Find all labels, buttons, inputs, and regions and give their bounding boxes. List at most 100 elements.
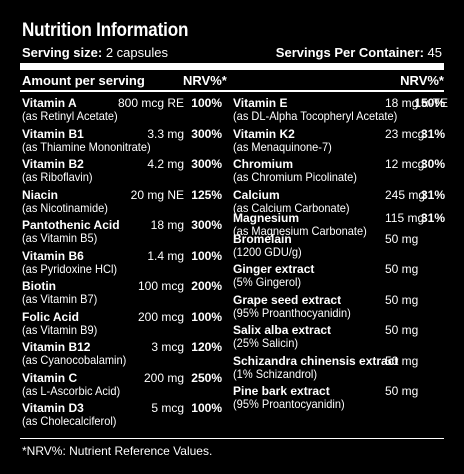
nutrient-amount: 4.2 mg <box>147 157 184 171</box>
nutrient-source: (as Riboflavin) <box>22 170 93 184</box>
nutrient-row: Vitamin B12 (as Cyanocobalamin) 3 mcg 120% <box>22 341 222 372</box>
nutrient-amount: 50 mg <box>385 292 419 307</box>
nutrient-row: Vitamin A (as Retinyl Acetate) 800 mcg RE 1… <box>22 97 222 128</box>
nutrient-amount: 50 mg <box>385 262 419 276</box>
nutrient-source: (as Cholecalciferol) <box>22 414 117 428</box>
nutrient-source: (as Vitamin B5) <box>22 231 98 245</box>
nutrient-name: Grape seed extract <box>233 292 342 307</box>
nrv-footnote: *NRV%: Nutrient Reference Values. <box>22 444 213 458</box>
nutrient-amount: 115 mg <box>385 210 425 225</box>
nutrient-amount: 3.3 mg <box>147 126 184 141</box>
nutrient-nrv: 31% <box>420 126 445 141</box>
nutrient-amount: 18 mg α-TE <box>385 96 448 110</box>
nutrient-amount: 200 mg <box>143 370 184 385</box>
nutrient-row: Salix alba extract (25% Salicin) 50 mg <box>233 324 445 355</box>
nutrient-source: (25% Salicin) <box>233 336 299 350</box>
nutrient-name: Folic Acid <box>22 309 79 324</box>
nutrient-source: (as Cyanocobalamin) <box>22 353 127 367</box>
nutrient-row: Niacin (as Nicotinamide) 20 mg NE 125% <box>22 187 222 220</box>
nutrient-name: Vitamin B1 <box>22 126 84 141</box>
nutrient-name: Schizandra chinensis extract <box>233 353 399 368</box>
panel-title: Nutrition Information <box>22 20 189 41</box>
nutrient-row: Chromium (as Chromium Picolinate) 12 mcg 30… <box>233 158 445 189</box>
nutrient-row: Folic Acid (as Vitamin B9) 200 mcg 100% <box>22 309 222 342</box>
nutrient-row: Vitamin C (as L-Ascorbic Acid) 200 mg 250% <box>22 370 222 403</box>
nutrient-nrv: 30% <box>420 157 445 171</box>
serving-size: Serving size: 2 capsules <box>22 45 168 60</box>
footer-divider <box>20 438 444 439</box>
amount-per-serving-header: Amount per serving <box>22 73 145 88</box>
nutrient-name: Vitamin B6 <box>22 248 84 263</box>
nutrient-nrv: 31% <box>420 187 445 202</box>
serving-size-value: 2 capsules <box>105 45 168 60</box>
nutrient-nrv: 300% <box>191 126 222 141</box>
nutrient-name: Biotin <box>22 279 56 293</box>
nutrient-source: (5% Gingerol) <box>233 275 302 289</box>
nutrient-name: Chromium <box>233 157 293 171</box>
nutrient-row: Pantothenic Acid (as Vitamin B5) 18 mg 300% <box>22 219 222 250</box>
nutrient-amount: 23 mcg <box>385 126 425 141</box>
serving-size-label: Serving size: <box>22 45 103 60</box>
nutrient-amount: 5 mcg <box>151 401 184 415</box>
nutrient-row: Magnesium (as Magnesium Carbonate) 115 mg 3… <box>233 210 445 237</box>
nutrient-source: (as Vitamin B7) <box>22 292 98 306</box>
nutrient-source: (as DL-Alpha Tocopheryl Acetate) <box>233 109 398 123</box>
nutrient-amount: 3 mcg <box>151 340 184 354</box>
nutrient-amount: 50 mg <box>385 231 419 246</box>
nutrient-source: (as Pyridoxine HCl) <box>22 261 118 276</box>
servings-per-container-label: Servings Per Container: <box>275 45 424 60</box>
nutrient-source: (as Magnesium Carbonate) <box>233 223 367 238</box>
nutrient-row: Vitamin B1 (as Thiamine Mononitrate) 3.3 m… <box>22 126 222 159</box>
nutrient-name: Vitamin B12 <box>22 340 91 354</box>
nutrient-source: (95% Proanthocyanidin) <box>233 305 351 320</box>
nutrient-row: Vitamin B2 (as Riboflavin) 4.2 mg 300% <box>22 158 222 189</box>
nutrient-name: Vitamin C <box>22 370 78 385</box>
servings-per-container-value: 45 <box>427 45 442 60</box>
nutrient-amount: 245 mg <box>385 187 426 202</box>
thick-divider <box>20 63 444 70</box>
nutrient-name: Salix alba extract <box>233 323 332 337</box>
nutrient-row: Biotin (as Vitamin B7) 100 mcg 200% <box>22 280 222 311</box>
nutrient-nrv: 100% <box>191 401 222 415</box>
nutrient-source: (as Thiamine Mononitrate) <box>22 139 151 154</box>
nutrient-row: Calcium (as Calcium Carbonate) 245 mg 31% <box>233 187 445 215</box>
nutrient-nrv: 31% <box>420 210 445 225</box>
nutrient-nrv: 300% <box>191 218 222 232</box>
nutrient-row: Ginger extract (5% Gingerol) 50 mg <box>233 263 445 294</box>
nutrient-source: (1% Schizandrol) <box>233 366 318 381</box>
nutrient-nrv: 120% <box>191 340 222 354</box>
nutrient-source: (as L-Ascorbic Acid) <box>22 383 121 398</box>
nutrient-name: Pantothenic Acid <box>22 218 120 232</box>
nutrient-row: Bromelain (1200 GDU/g) 50 mg <box>233 231 445 264</box>
nutrient-amount: 50 mg <box>385 323 419 337</box>
nutrient-nrv: 150% <box>414 96 445 110</box>
nutrient-name: Bromelain <box>233 231 292 246</box>
nutrient-name: Vitamin E <box>233 96 288 110</box>
servings-per-container: Servings Per Container: 45 <box>276 45 442 60</box>
nutrient-amount: 800 mcg RE <box>117 96 184 110</box>
nutrient-nrv: 100% <box>191 309 222 324</box>
nutrient-name: Ginger extract <box>233 262 315 276</box>
nutrient-amount: 200 mcg <box>137 309 184 324</box>
nutrient-name: Vitamin A <box>22 96 77 110</box>
nutrient-amount: 12 mcg <box>385 157 425 171</box>
nutrient-source: (as Calcium Carbonate) <box>233 200 350 215</box>
nutrient-column-left: Vitamin A (as Retinyl Acetate) 800 mcg RE 1… <box>22 97 222 433</box>
nutrient-source: (as Chromium Picolinate) <box>233 170 357 184</box>
nutrient-nrv: 300% <box>191 157 222 171</box>
nutrient-nrv: 250% <box>191 370 222 385</box>
nutrient-row: Vitamin E (as DL-Alpha Tocopheryl Acetate… <box>233 96 448 128</box>
nutrient-row: Vitamin K2 (as Menaquinone-7) 23 mcg 31% <box>233 126 445 159</box>
nutrient-name: Calcium <box>233 187 280 202</box>
nrv-header-right: NRV%* <box>400 73 444 88</box>
nutrient-name: Vitamin K2 <box>233 126 295 141</box>
nutrient-name: Niacin <box>22 187 59 202</box>
nutrient-name: Vitamin B2 <box>22 157 84 171</box>
nutrient-source: (95% Proantocyanidin) <box>233 397 345 411</box>
nutrient-source: (as Menaquinone-7) <box>233 139 332 154</box>
nutrient-source: (as Vitamin B9) <box>22 322 98 337</box>
nutrient-source: (1200 GDU/g) <box>233 244 302 259</box>
nutrient-amount: 20 mg NE <box>130 187 184 202</box>
nutrient-amount: 100 mcg <box>137 279 184 293</box>
